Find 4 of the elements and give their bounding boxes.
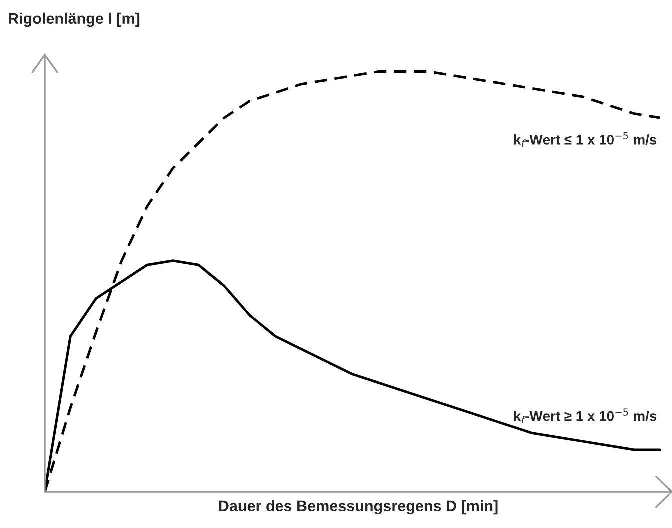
series-label: k$_{f}$-Wert ≤ 1 x 10$^{−5}$ m/s — [514, 132, 657, 147]
x-axis-title: Dauer des Bemessungsregens D [min] — [219, 500, 498, 515]
y-axis-title: Rigolenlänge l [m] — [9, 12, 140, 28]
series-label: k$_{f}$-Wert ≥ 1 x 10$^{−5}$ m/s — [514, 408, 657, 424]
